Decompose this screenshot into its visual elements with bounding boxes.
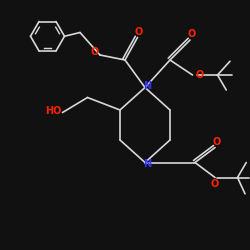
- Text: O: O: [187, 30, 196, 40]
- Text: O: O: [90, 47, 98, 57]
- Text: N: N: [144, 81, 152, 91]
- Text: O: O: [134, 27, 143, 37]
- Text: N: N: [144, 159, 152, 169]
- Text: O: O: [196, 70, 203, 80]
- Text: O: O: [212, 137, 220, 147]
- Text: HO: HO: [45, 106, 61, 116]
- Text: O: O: [211, 179, 219, 189]
